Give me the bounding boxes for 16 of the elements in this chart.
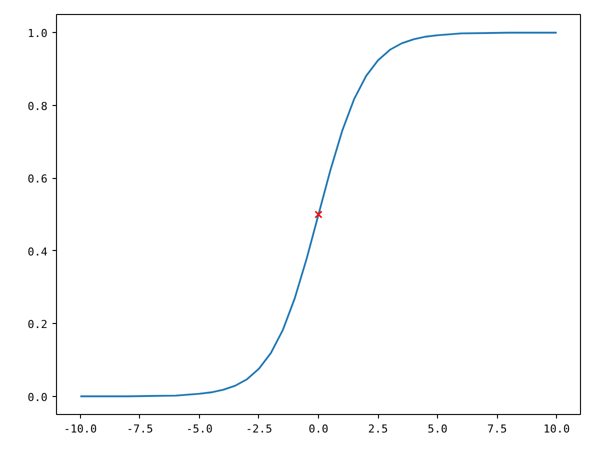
x-tick-label: -5.0 (186, 422, 213, 436)
y-tick-label: 0.0 (28, 390, 48, 404)
y-tick-label: 1.0 (28, 27, 48, 40)
x-tick-label: 10.0 (543, 422, 570, 436)
x-tick-label: -7.5 (126, 422, 154, 436)
y-tick-label: 0.8 (28, 100, 48, 113)
line-series (79, 32, 558, 398)
x-tick-label: 2.5 (368, 422, 388, 436)
y-tick-label: 0.6 (28, 172, 48, 186)
x-tick-label: -10.0 (64, 422, 97, 436)
y-tick-label: 0.2 (28, 318, 48, 332)
x-tick-label: 0.0 (308, 422, 328, 436)
x-tick-label: 5.0 (428, 422, 448, 436)
y-tick-label: 0.4 (28, 245, 48, 258)
x-tick-label: 7.5 (487, 422, 508, 436)
x-tick-label: -2.5 (246, 422, 272, 436)
